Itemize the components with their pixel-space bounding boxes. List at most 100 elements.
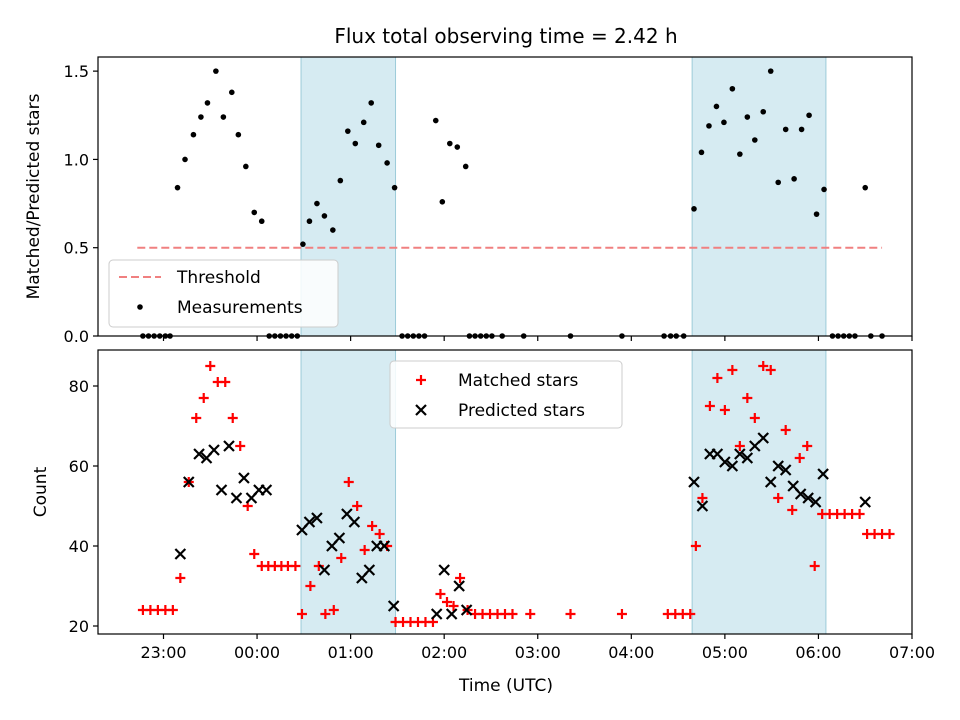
measurement-point xyxy=(337,177,344,184)
measurement-point xyxy=(220,114,227,120)
matched-star-point xyxy=(884,529,895,539)
measurement-point xyxy=(306,218,313,225)
measurement-point xyxy=(744,114,751,120)
measurement-point xyxy=(432,117,439,124)
predicted-star-point xyxy=(764,476,777,488)
matched-star-point xyxy=(780,425,791,435)
predicted-star-point xyxy=(779,464,792,476)
predicted-star-point xyxy=(223,440,235,452)
measurement-point xyxy=(204,100,211,106)
measurement-point xyxy=(251,209,258,216)
matched-star-point xyxy=(690,541,701,551)
measurement-point xyxy=(198,114,204,120)
matched-star-point xyxy=(616,609,627,619)
predicted-star-point xyxy=(817,468,829,480)
measurement-point xyxy=(862,184,869,191)
matched-star-point xyxy=(290,561,301,571)
x-tick-label: 05:00 xyxy=(702,643,748,662)
matched-star-point xyxy=(734,441,745,451)
legend-measurement-swatch xyxy=(137,304,143,310)
measurement-point xyxy=(721,119,727,126)
measurement-point xyxy=(174,184,181,191)
measurement-point xyxy=(806,112,812,119)
legend: Threshold Measurements xyxy=(108,259,339,328)
matched-star-point xyxy=(235,441,246,451)
predicted-star-point xyxy=(230,492,243,504)
measurement-point xyxy=(330,227,336,233)
measurement-point xyxy=(391,184,398,191)
measurement-point xyxy=(729,85,736,92)
legend-label-matched: Matched stars xyxy=(458,371,578,391)
predicted-star-point xyxy=(193,448,205,460)
predicted-star-point xyxy=(438,564,450,576)
y-tick-label: 60 xyxy=(69,457,89,476)
matched-star-point xyxy=(809,561,820,571)
matched-star-point xyxy=(374,529,385,539)
measurement-point xyxy=(691,206,697,212)
predicted-star-point xyxy=(453,580,465,592)
predicted-star-point xyxy=(734,448,746,460)
measurement-point xyxy=(462,163,469,170)
legend-box xyxy=(389,360,623,429)
measurement-point xyxy=(321,213,328,219)
predicted-star-point xyxy=(182,476,195,488)
matched-star-point xyxy=(328,605,339,615)
y-axis-label: Matched/Predicted stars xyxy=(24,93,44,299)
matched-star-point xyxy=(175,573,186,583)
predicted-star-point xyxy=(363,564,376,576)
predicted-star-point xyxy=(378,540,391,552)
measurement-point xyxy=(258,218,265,225)
measurement-point xyxy=(314,200,320,207)
x-tick-label: 02:00 xyxy=(421,643,467,662)
measurement-point xyxy=(384,160,390,166)
legend-box xyxy=(108,259,339,328)
x-tick-label: 07:00 xyxy=(889,643,935,662)
measurement-point xyxy=(213,68,219,74)
measurement-point xyxy=(737,151,743,157)
matched-star-point xyxy=(794,453,805,463)
y-axis-label: Count xyxy=(31,466,51,517)
shaded-region xyxy=(691,56,827,337)
measurement-point xyxy=(713,103,720,110)
measurement-point xyxy=(182,156,188,163)
predicted-star-point xyxy=(318,564,331,576)
matched-star-point xyxy=(719,405,730,415)
measurement-point xyxy=(813,211,820,217)
predicted-star-point xyxy=(238,472,250,484)
y-tick-label: 0.0 xyxy=(64,327,89,346)
matched-star-point xyxy=(758,361,769,371)
matched-star-point xyxy=(455,573,466,583)
legend-label-threshold: Threshold xyxy=(176,268,261,288)
matched-star-point xyxy=(773,493,784,503)
measurement-point xyxy=(454,144,461,150)
predicted-star-point xyxy=(303,516,316,528)
predicted-star-point xyxy=(260,484,273,496)
legend-predicted-swatch xyxy=(415,404,427,416)
predicted-star-point xyxy=(772,460,784,472)
x-tick-label: 01:00 xyxy=(328,643,374,662)
matched-star-point xyxy=(565,609,576,619)
matched-star-point xyxy=(787,505,798,515)
measurement-point xyxy=(760,108,767,115)
predicted-star-point xyxy=(348,516,361,528)
matched-star-point xyxy=(220,377,231,387)
measurement-point xyxy=(706,123,712,129)
predicted-star-point xyxy=(726,460,739,472)
matched-star-point xyxy=(336,553,347,563)
y-tick-label: 80 xyxy=(69,377,89,396)
predicted-star-point xyxy=(696,500,709,512)
matched-star-point xyxy=(359,545,370,555)
measurement-point xyxy=(228,89,235,96)
measurement-point xyxy=(243,163,249,170)
predicted-star-point xyxy=(757,432,770,444)
matched-star-point xyxy=(227,413,238,423)
matched-star-point xyxy=(802,441,813,451)
predicted-star-point xyxy=(208,444,220,456)
matched-star-point xyxy=(191,413,202,423)
matched-star-point xyxy=(727,365,738,375)
measurement-point xyxy=(345,128,351,134)
measurement-point xyxy=(775,179,782,186)
shaded-region xyxy=(691,349,827,635)
matched-star-point xyxy=(435,589,446,599)
